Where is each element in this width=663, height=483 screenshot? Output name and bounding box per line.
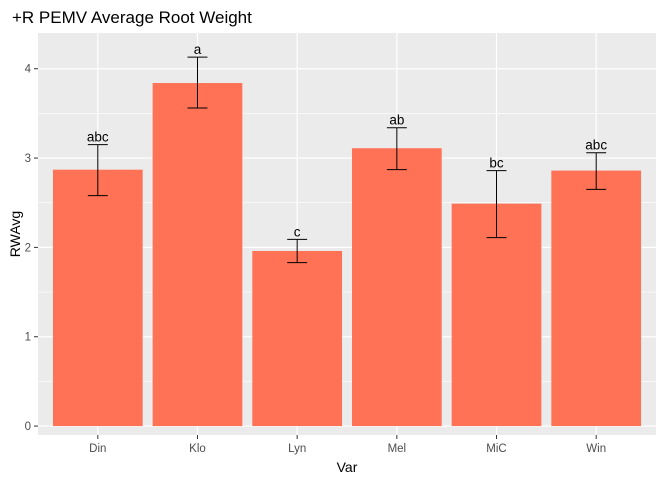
x-axis-title: Var (337, 459, 358, 475)
y-tick-label: 2 (25, 242, 31, 254)
y-axis-ticks: 0 1 2 3 4 (25, 64, 38, 433)
chart-title: +R PEMV Average Root Weight (12, 8, 252, 27)
significance-label-klo: a (194, 42, 202, 57)
error-bars-group (87, 56, 607, 264)
x-tick-label-klo: Klo (189, 443, 206, 455)
bar-din (52, 169, 143, 427)
y-tick-label: 4 (25, 64, 32, 76)
x-tick-label-lyn: Lyn (288, 443, 306, 455)
x-tick-label-mic: MiC (486, 443, 506, 455)
error-bar-klo (187, 56, 208, 109)
bar-mic (451, 203, 542, 427)
x-tick-label-din: Din (89, 443, 106, 455)
bar-mel (351, 148, 442, 427)
bar-klo (152, 83, 243, 427)
x-axis-ticks: Din Klo Lyn Mel MiC Win (89, 435, 606, 455)
error-bar-lyn (287, 238, 308, 264)
y-axis-title: RWAvg (7, 211, 23, 257)
bar-lyn (252, 250, 343, 427)
bar-win (551, 170, 642, 427)
significance-label-win: abc (585, 138, 607, 153)
error-bar-din (87, 144, 108, 197)
x-tick-label-mel: Mel (388, 443, 407, 455)
y-tick-label: 3 (25, 153, 31, 165)
y-tick-label: 0 (25, 421, 31, 433)
bars-group (52, 83, 642, 427)
error-bar-mel (386, 127, 407, 171)
error-bar-win (586, 152, 607, 190)
significance-label-mel: ab (389, 113, 404, 128)
significance-label-din: abc (87, 130, 109, 145)
significance-labels-group: abc a c ab bc abc (87, 42, 607, 239)
y-tick-label: 1 (25, 332, 31, 344)
x-tick-label-win: Win (586, 443, 606, 455)
error-bar-mic (486, 170, 507, 239)
significance-label-lyn: c (294, 224, 301, 239)
significance-label-mic: bc (489, 156, 504, 171)
